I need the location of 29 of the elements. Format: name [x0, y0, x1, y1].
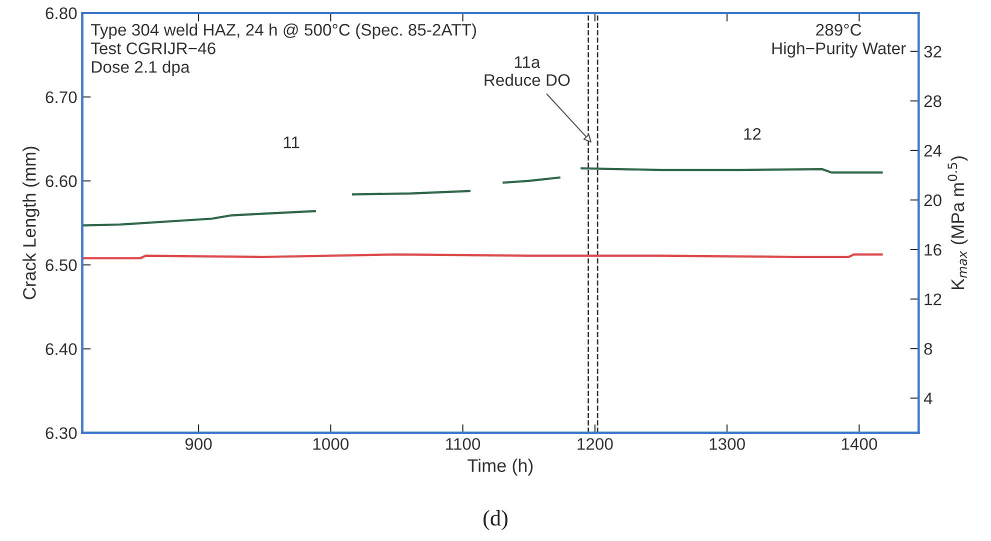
- y-tick-label: 6.50: [46, 259, 77, 272]
- y2-tick-label: 28: [924, 95, 942, 108]
- x-tick-label: 1000: [313, 438, 349, 450]
- y2-tick-label: 12: [924, 293, 942, 306]
- annotation: 12: [744, 128, 761, 140]
- y2-tick-label: 20: [924, 194, 942, 206]
- annotation: 289°C High−Purity Water: [772, 24, 906, 58]
- annotation: 11a Reduce DO: [484, 56, 570, 86]
- annotation: 11: [284, 136, 300, 148]
- x-tick-label: 1100: [446, 438, 480, 450]
- y-axis-title: Crack Length (mm): [22, 146, 40, 300]
- x-tick-label: 1300: [710, 438, 745, 450]
- y2-tick-label: 4: [924, 392, 932, 404]
- x-axis-title: Time (h): [468, 458, 533, 476]
- x-tick-label: 1400: [842, 438, 878, 450]
- y-tick-label: 6.60: [46, 175, 77, 188]
- y2-tick-label: 8: [924, 342, 932, 355]
- y-tick-label: 6.40: [46, 343, 77, 356]
- text: (d): [484, 510, 508, 530]
- y2-axis-title: K$_{max}$ (MPa m$^{0.5}$): [948, 156, 968, 290]
- y2-tick-label: 24: [924, 144, 942, 156]
- y-tick-label: 6.70: [46, 91, 77, 104]
- y2-tick-label: 32: [924, 46, 942, 58]
- annotation: Type 304 weld HAZ, 24 h @ 500°C (Spec. 85-2ATT) Test CGRIJR−46 Dose 2.1 dpa: [90, 23, 476, 76]
- y-tick-label: 6.30: [46, 427, 77, 440]
- x-tick-label: 1200: [578, 438, 613, 450]
- x-tick-label: 900: [185, 438, 212, 450]
- y-tick-label: 6.80: [46, 7, 77, 20]
- y2-tick-label: 16: [924, 244, 942, 256]
